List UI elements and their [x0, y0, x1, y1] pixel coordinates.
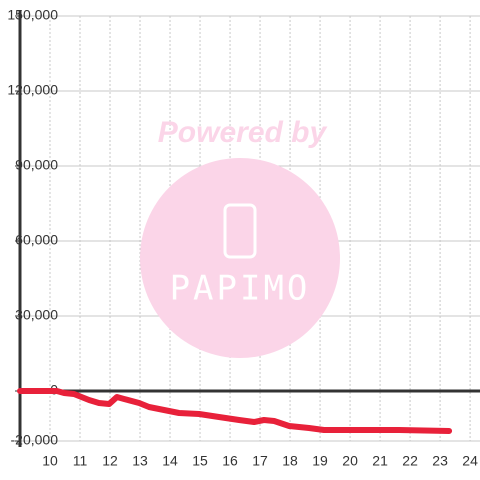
watermark-phone: [223, 203, 257, 259]
y-tick-label: 120,000: [7, 82, 58, 98]
y-tick-label: 90,000: [15, 157, 58, 173]
watermark: Powered by PAPIMO: [140, 116, 340, 358]
x-tick-label: 23: [432, 453, 448, 469]
x-tick-label: 19: [312, 453, 328, 469]
x-tick-label: 21: [372, 453, 388, 469]
x-tick-label: 10: [42, 453, 58, 469]
x-tick-label: 13: [132, 453, 148, 469]
watermark-text: Powered by: [158, 116, 328, 149]
x-tick-label: 18: [282, 453, 298, 469]
y-tick-label: -20,000: [11, 432, 59, 448]
x-tick-label: 22: [402, 453, 418, 469]
x-tick-label: 16: [222, 453, 238, 469]
x-tick-label: 17: [252, 453, 268, 469]
x-tick-label: 12: [102, 453, 118, 469]
y-tick-label: 150,000: [7, 7, 58, 23]
x-tick-label: 15: [192, 453, 208, 469]
x-tick-label: 11: [73, 453, 88, 469]
x-tick-label: 14: [162, 453, 178, 469]
line: [17, 388, 453, 434]
x-tick-label: 20: [342, 453, 358, 469]
y-tick-label: 30,000: [15, 307, 58, 323]
x-tick-label: 24: [462, 453, 478, 469]
watermark-logo: PAPIMO: [170, 269, 311, 309]
y-tick-label: 60,000: [15, 232, 58, 248]
